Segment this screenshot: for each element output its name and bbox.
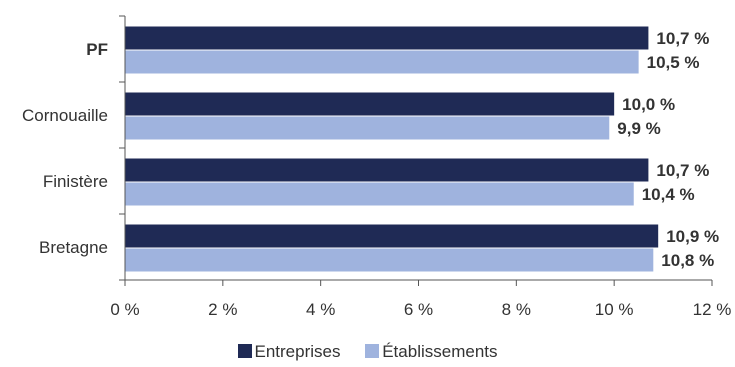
x-tick-label: 12 % [693,300,732,319]
x-tick-label: 10 % [595,300,634,319]
value-label: 10,4 % [642,185,695,204]
bar-bretagne--tablissements [125,248,654,272]
bar-cornouaille--tablissements [125,116,610,140]
value-label: 9,9 % [617,119,660,138]
x-tick-label: 0 % [110,300,139,319]
legend-item-etablissements: Établissements [365,342,498,362]
x-tick-label: 2 % [208,300,237,319]
value-label: 10,8 % [661,251,714,270]
bars-group [125,26,659,272]
category-label: PF [86,40,108,59]
x-tick-label: 6 % [404,300,433,319]
value-label: 10,7 % [656,161,709,180]
value-label: 10,7 % [656,29,709,48]
x-tick-label: 8 % [502,300,531,319]
legend-swatch-entreprises [237,344,252,358]
legend-swatch-etablissements [365,344,380,358]
value-label: 10,0 % [622,95,675,114]
value-label: 10,9 % [666,227,719,246]
category-label: Cornouaille [22,106,108,125]
bar-pf--tablissements [125,50,639,74]
bar-finist-re-entreprises [125,158,649,182]
legend-label-etablissements: Établissements [382,342,498,361]
legend-label-entreprises: Entreprises [254,342,341,361]
bar-pf-entreprises [125,26,649,50]
legend: Entreprises Établissements [0,342,735,362]
category-label: Bretagne [39,238,108,257]
legend-item-entreprises: Entreprises [237,342,341,362]
bar-finist-re--tablissements [125,182,634,206]
value-label: 10,5 % [647,53,700,72]
bar-bretagne-entreprises [125,224,659,248]
category-label: Finistère [43,172,108,191]
x-tick-label: 4 % [306,300,335,319]
bar-cornouaille-entreprises [125,92,615,116]
value-labels-group: 10,7 % 10,5 % 10,0 % 9,9 % 10,7 % 10,4 % 10,9 … [617,29,719,270]
axes-group: PF Cornouaille Finistère Bretagne 0 % 2 % 4 % 6… [22,15,732,319]
